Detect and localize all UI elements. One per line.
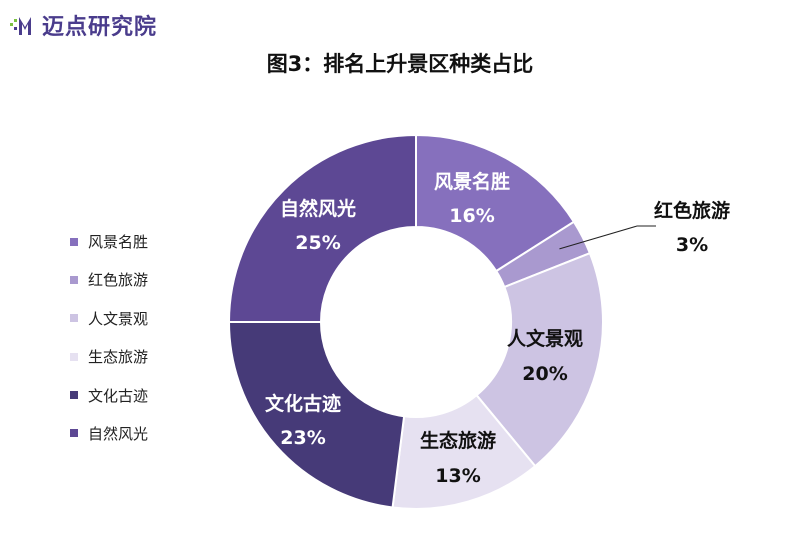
legend-swatch <box>70 429 78 438</box>
slice-value-label: 25% <box>295 232 340 254</box>
legend-swatch <box>70 391 78 400</box>
slice-label: 文化古迹 <box>265 392 341 415</box>
chart-title: 图3：排名上升景区种类占比 <box>266 52 534 76</box>
legend-label: 红色旅游 <box>88 271 149 290</box>
legend-swatch <box>70 237 78 246</box>
logo-mark-icon <box>10 13 40 37</box>
slice-label: 人文景观 <box>507 327 583 350</box>
slice-value-label: 3% <box>676 234 708 256</box>
slice-4 <box>227 321 406 509</box>
slice-5 <box>227 133 417 323</box>
legend-label: 文化古迹 <box>88 386 149 405</box>
legend-item: 生态旅游 <box>70 347 148 366</box>
legend-item: 自然风光 <box>70 424 148 443</box>
legend-label: 自然风光 <box>88 424 149 443</box>
slice-value-label: 23% <box>280 427 325 449</box>
slice-value-label: 16% <box>449 205 494 227</box>
legend-swatch <box>70 314 78 323</box>
slice-label: 生态旅游 <box>420 429 496 452</box>
slice-label: 风景名胜 <box>434 170 510 193</box>
slice-2 <box>475 251 604 468</box>
legend-swatch <box>70 275 78 284</box>
legend-label: 人文景观 <box>88 309 149 328</box>
slice-value-label: 20% <box>522 363 567 385</box>
slice-0 <box>415 133 576 273</box>
legend-label: 风景名胜 <box>88 233 149 251</box>
slice-label: 自然风光 <box>280 197 356 220</box>
logo-text: 迈点研究院 <box>42 15 158 40</box>
brand-logo: 迈点研究院 <box>10 10 157 40</box>
legend-item: 红色旅游 <box>70 270 148 289</box>
chart-legend: 风景名胜红色旅游人文景观生态旅游文化古迹自然风光 <box>70 232 148 462</box>
slice-label: 红色旅游 <box>654 199 730 222</box>
legend-item: 风景名胜 <box>70 232 148 251</box>
legend-item: 人文景观 <box>70 309 148 328</box>
legend-swatch <box>70 352 78 361</box>
legend-item: 文化古迹 <box>70 386 148 405</box>
slice-value-label: 13% <box>435 465 480 487</box>
legend-label: 生态旅游 <box>88 348 149 367</box>
leader-line <box>559 225 656 250</box>
